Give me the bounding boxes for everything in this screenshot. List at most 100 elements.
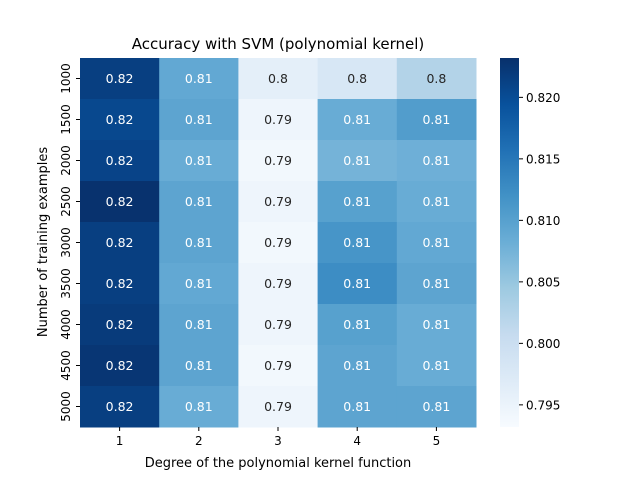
heatmap-cell xyxy=(396,99,477,141)
cell-value-label: 0.81 xyxy=(422,317,450,332)
cell-value-label: 0.81 xyxy=(185,71,213,86)
x-tick-label: 1 xyxy=(116,434,124,448)
heatmap-cell xyxy=(80,386,160,428)
cell-value-label: 0.81 xyxy=(343,112,371,127)
cell-value-label: 0.79 xyxy=(264,153,292,168)
colorbar-tick-label: 0.795 xyxy=(526,398,560,412)
heatmap-cell xyxy=(80,58,160,100)
cell-value-label: 0.81 xyxy=(343,194,371,209)
heatmap-cell xyxy=(317,181,398,223)
colorbar-tick-label: 0.800 xyxy=(526,337,560,351)
cell-value-label: 0.8 xyxy=(426,71,446,86)
cell-value-label: 0.82 xyxy=(106,399,134,414)
heatmap-cell xyxy=(396,263,477,305)
heatmap-cell xyxy=(80,263,160,305)
cell-value-label: 0.81 xyxy=(185,399,213,414)
y-tick-label: 1000 xyxy=(59,63,73,94)
cell-value-label: 0.82 xyxy=(106,235,134,250)
cell-value-label: 0.82 xyxy=(106,276,134,291)
y-tick-label: 4500 xyxy=(59,350,73,381)
cell-value-label: 0.81 xyxy=(422,399,450,414)
heatmap-cell xyxy=(238,345,319,387)
y-tick-label: 2000 xyxy=(59,145,73,176)
cell-value-label: 0.81 xyxy=(343,358,371,373)
cell-value-label: 0.81 xyxy=(343,399,371,414)
heatmap-cell xyxy=(159,58,239,100)
colorbar-tick-label: 0.810 xyxy=(526,214,560,228)
heatmap-cell xyxy=(317,263,398,305)
cell-value-label: 0.82 xyxy=(106,358,134,373)
cell-value-label: 0.81 xyxy=(185,317,213,332)
heatmap-cell xyxy=(159,345,239,387)
heatmap-cell xyxy=(159,263,239,305)
cell-value-label: 0.82 xyxy=(106,71,134,86)
heatmap-cell xyxy=(317,58,398,100)
cell-value-label: 0.82 xyxy=(106,112,134,127)
cell-value-label: 0.79 xyxy=(264,194,292,209)
heatmap-cell xyxy=(238,386,319,428)
heatmap-cell xyxy=(317,386,398,428)
cell-value-label: 0.79 xyxy=(264,235,292,250)
heatmap-cell xyxy=(80,99,160,141)
cell-value-label: 0.79 xyxy=(264,399,292,414)
x-tick-label: 4 xyxy=(353,434,361,448)
cell-value-label: 0.82 xyxy=(106,153,134,168)
heatmap-cell xyxy=(80,304,160,346)
heatmap-cell xyxy=(396,345,477,387)
cell-value-label: 0.81 xyxy=(185,194,213,209)
y-tick-label: 3000 xyxy=(59,227,73,258)
heatmap-cells: 0.82 0.81 0.8 0.8 0.8 0.82 0.81 0.79 0.81 0.81 0.8… xyxy=(80,58,477,428)
cell-value-label: 0.8 xyxy=(347,71,367,86)
x-axis-label: Degree of the polynomial kernel function xyxy=(145,456,412,471)
cell-value-label: 0.81 xyxy=(185,358,213,373)
cell-value-label: 0.81 xyxy=(343,276,371,291)
heatmap-cell xyxy=(396,222,477,264)
cell-value-label: 0.82 xyxy=(106,194,134,209)
cell-value-label: 0.79 xyxy=(264,276,292,291)
y-axis-label: Number of training examples xyxy=(36,147,51,337)
cell-value-label: 0.82 xyxy=(106,317,134,332)
cell-value-label: 0.81 xyxy=(185,112,213,127)
heatmap-cell xyxy=(396,181,477,223)
colorbar-ticks: 0.795 0.800 0.805 0.810 0.815 0.820 xyxy=(519,91,560,412)
heatmap-cell xyxy=(238,304,319,346)
cell-value-label: 0.81 xyxy=(422,235,450,250)
chart-title: Accuracy with SVM (polynomial kernel) xyxy=(132,35,425,53)
cell-value-label: 0.81 xyxy=(343,153,371,168)
heatmap-cell xyxy=(238,99,319,141)
x-tick-label: 3 xyxy=(274,434,282,448)
cell-value-label: 0.81 xyxy=(185,235,213,250)
heatmap-cell xyxy=(317,345,398,387)
cell-value-label: 0.81 xyxy=(343,317,371,332)
x-tick-label: 5 xyxy=(433,434,441,448)
heatmap-cell xyxy=(317,222,398,264)
heatmap-cell xyxy=(159,304,239,346)
cell-value-label: 0.81 xyxy=(185,276,213,291)
y-tick-label: 4000 xyxy=(59,309,73,340)
heatmap-cell xyxy=(238,140,319,182)
heatmap-cell xyxy=(238,222,319,264)
cell-value-label: 0.81 xyxy=(185,153,213,168)
heatmap-cell xyxy=(396,304,477,346)
colorbar-tick-label: 0.820 xyxy=(526,91,560,105)
y-tick-label: 2500 xyxy=(59,186,73,217)
heatmap-cell xyxy=(159,140,239,182)
heatmap-cell xyxy=(396,140,477,182)
y-tick-label: 5000 xyxy=(59,391,73,422)
cell-value-label: 0.81 xyxy=(422,194,450,209)
colorbar-tick-label: 0.805 xyxy=(526,275,560,289)
y-tick-label: 3500 xyxy=(59,268,73,299)
heatmap-cell xyxy=(159,99,239,141)
heatmap-cell xyxy=(238,263,319,305)
cell-value-label: 0.79 xyxy=(264,317,292,332)
heatmap-cell xyxy=(159,386,239,428)
heatmap-cell xyxy=(159,181,239,223)
cell-value-label: 0.81 xyxy=(422,112,450,127)
heatmap-cell xyxy=(317,99,398,141)
heatmap-cell xyxy=(238,181,319,223)
cell-value-label: 0.8 xyxy=(268,71,288,86)
heatmap-cell xyxy=(159,222,239,264)
cell-value-label: 0.79 xyxy=(264,112,292,127)
cell-value-label: 0.81 xyxy=(422,153,450,168)
